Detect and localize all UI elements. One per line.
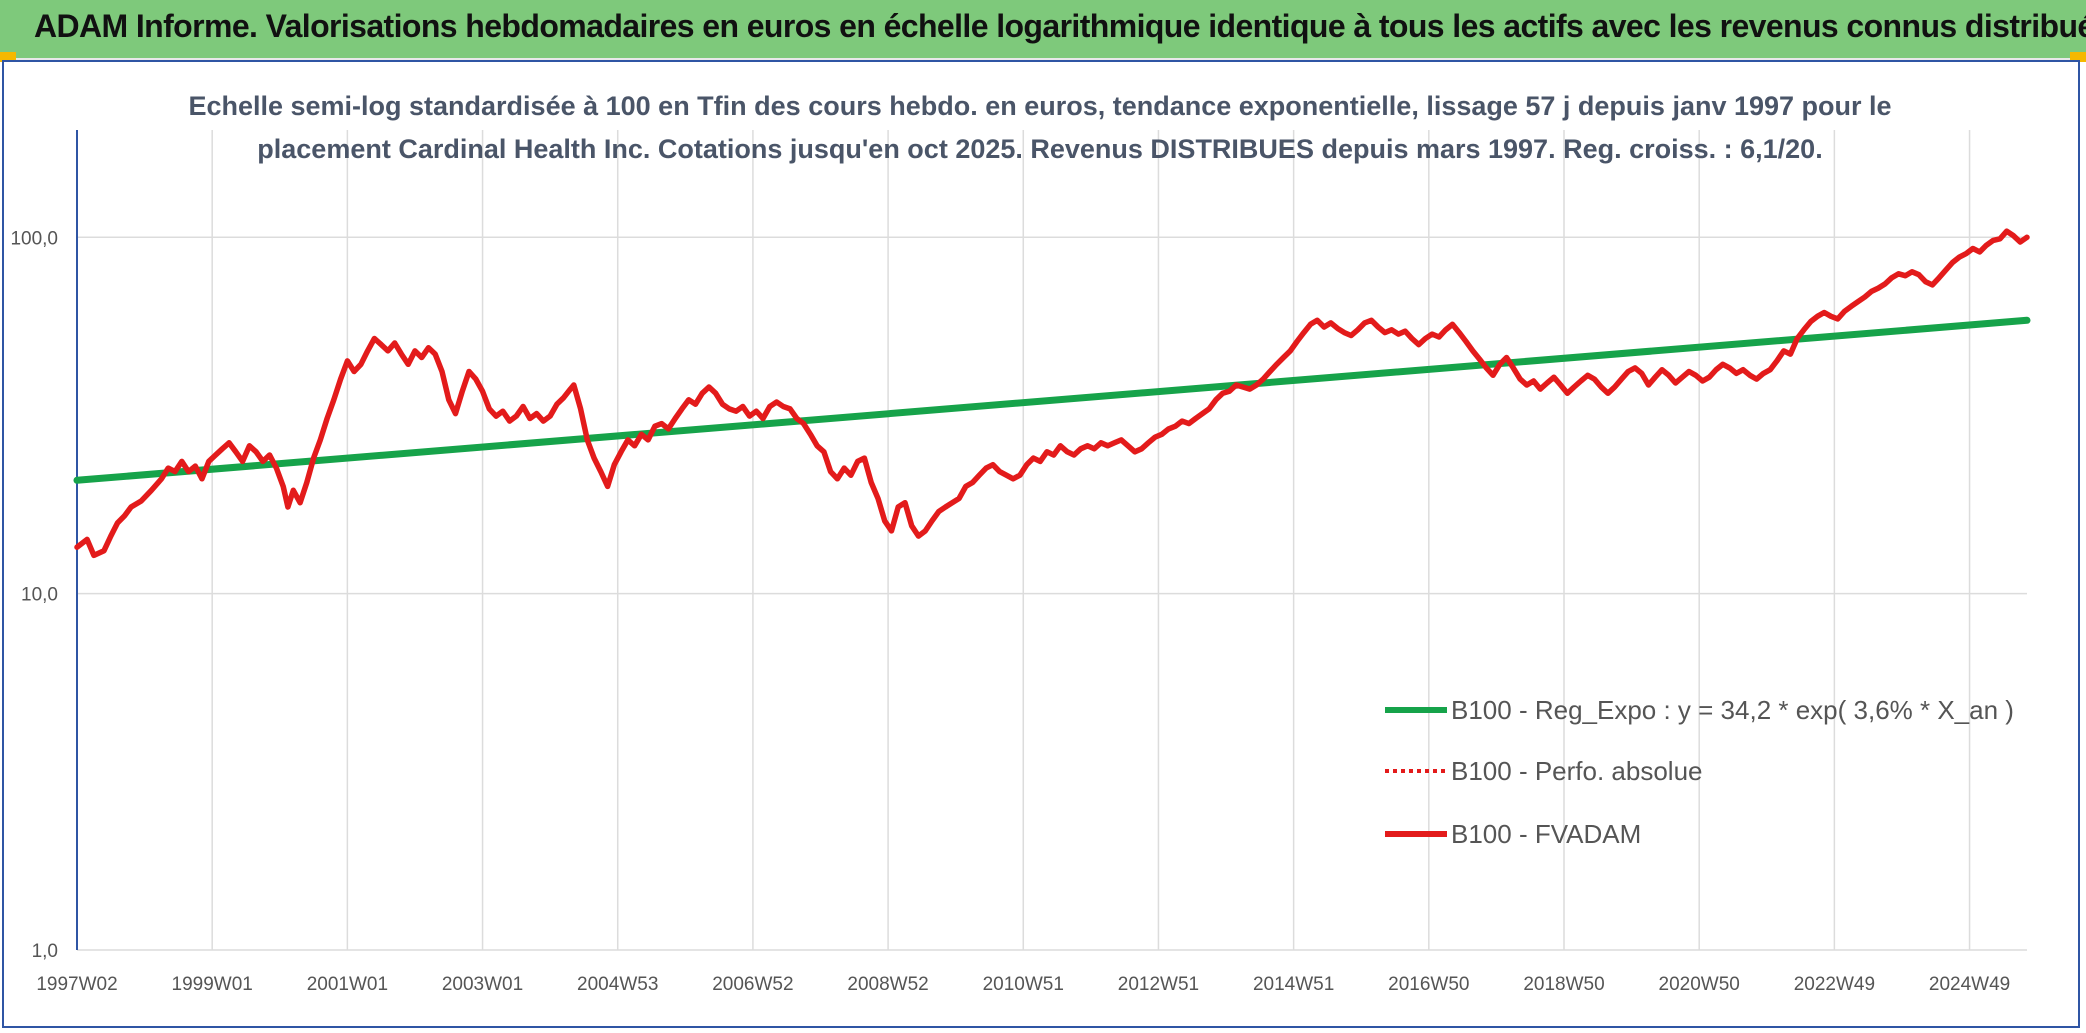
series-line-2 bbox=[74, 228, 2030, 559]
regression-line bbox=[73, 316, 2031, 484]
legend-label: B100 - Reg_Expo : y = 34,2 * exp( 3,6% *… bbox=[1451, 695, 2014, 725]
x-tick-label: 2012W51 bbox=[1118, 974, 1199, 995]
corner-marker-right bbox=[2070, 52, 2086, 62]
chart-title-line-2: placement Cardinal Health Inc. Cotations… bbox=[257, 134, 1822, 164]
x-tick-label: 2010W51 bbox=[983, 974, 1064, 995]
y-tick-label: 10,0 bbox=[21, 585, 58, 606]
x-tick-label: 2008W52 bbox=[847, 974, 928, 995]
header-banner: ADAM Informe. Valorisations hebdomadaire… bbox=[0, 0, 2086, 60]
x-tick-label: 2004W53 bbox=[577, 974, 658, 995]
x-tick-label: 2003W01 bbox=[442, 974, 523, 995]
chart-title-line-1: Echelle semi-log standardisée à 100 en T… bbox=[188, 91, 1891, 121]
gridlines bbox=[76, 130, 2027, 951]
legend: B100 - Reg_Expo : y = 34,2 * exp( 3,6% *… bbox=[1385, 695, 2014, 849]
y-tick-label: 100,0 bbox=[10, 228, 58, 249]
x-tick-labels: 1997W02 1999W01 2001W01 2003W01 2004W53 2006W… bbox=[36, 974, 2010, 995]
x-tick-label: 2024W49 bbox=[1929, 974, 2010, 995]
x-tick-label: 2022W49 bbox=[1794, 974, 1875, 995]
corner-marker-left bbox=[0, 52, 16, 62]
x-tick-label: 2016W50 bbox=[1388, 974, 1469, 995]
report-title: ADAM Informe. Valorisations hebdomadaire… bbox=[34, 8, 2086, 44]
legend-label: B100 - FVADAM bbox=[1451, 819, 1641, 849]
x-tick-label: 2006W52 bbox=[712, 974, 793, 995]
series bbox=[73, 228, 2031, 559]
y-tick-label: 1,0 bbox=[32, 941, 58, 962]
x-tick-label: 1999W01 bbox=[172, 974, 253, 995]
y-tick-labels: 1,0 10,0 100,0 bbox=[10, 228, 58, 962]
chart-frame bbox=[2, 60, 2080, 1028]
x-tick-label: 2018W50 bbox=[1523, 974, 1604, 995]
x-tick-label: 2001W01 bbox=[307, 974, 388, 995]
x-tick-label: 2014W51 bbox=[1253, 974, 1334, 995]
x-tick-label: 1997W02 bbox=[36, 974, 117, 995]
x-tick-label: 2020W50 bbox=[1659, 974, 1740, 995]
legend-label: B100 - Perfo. absolue bbox=[1451, 756, 1703, 786]
